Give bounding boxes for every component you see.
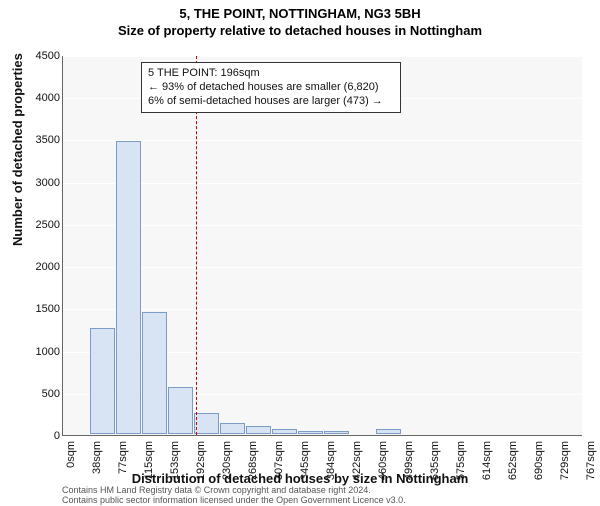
bar (194, 413, 219, 434)
bar (376, 429, 401, 434)
footer-line-2: Contains public sector information licen… (62, 496, 406, 506)
y-tick-label: 500 (42, 388, 60, 400)
gridline (63, 309, 582, 310)
bar (220, 423, 245, 434)
x-tick-label: 38sqm (91, 441, 103, 474)
gridline (63, 436, 582, 437)
gridline (63, 267, 582, 268)
bar (272, 429, 297, 434)
gridline (63, 56, 582, 57)
y-tick-label: 4500 (36, 50, 60, 62)
annotation-line: 5 THE POINT: 196sqm (148, 67, 394, 81)
y-tick-label: 3500 (36, 134, 60, 146)
y-tick-label: 4000 (36, 92, 60, 104)
page-subtitle: Size of property relative to detached ho… (0, 23, 600, 38)
gridline (63, 183, 582, 184)
annotation-line: ← 93% of detached houses are smaller (6,… (148, 81, 394, 95)
bar (116, 141, 141, 434)
y-tick-label: 0 (54, 430, 60, 442)
bar (246, 426, 271, 434)
bar (90, 328, 115, 434)
y-tick-label: 2500 (36, 219, 60, 231)
gridline (63, 140, 582, 141)
x-axis-label: Distribution of detached houses by size … (0, 471, 600, 486)
footer: Contains HM Land Registry data © Crown c… (62, 486, 406, 506)
bar (142, 312, 167, 434)
gridline (63, 225, 582, 226)
annotation-box: 5 THE POINT: 196sqm← 93% of detached hou… (141, 62, 401, 113)
y-tick-label: 1500 (36, 303, 60, 315)
bar (324, 431, 349, 434)
y-axis-label: Number of detached properties (10, 53, 25, 246)
y-tick-label: 2000 (36, 261, 60, 273)
bar (298, 431, 323, 434)
page-title: 5, THE POINT, NOTTINGHAM, NG3 5BH (0, 6, 600, 21)
y-tick-label: 3000 (36, 177, 60, 189)
plot-area: 5 THE POINT: 196sqm← 93% of detached hou… (62, 56, 582, 436)
bar (168, 387, 193, 434)
x-tick-label: 0sqm (65, 441, 77, 468)
chart: 5 THE POINT: 196sqm← 93% of detached hou… (62, 56, 582, 436)
y-tick-label: 1000 (36, 346, 60, 358)
x-tick-label: 77sqm (117, 441, 129, 474)
annotation-line: 6% of semi-detached houses are larger (4… (148, 95, 394, 109)
